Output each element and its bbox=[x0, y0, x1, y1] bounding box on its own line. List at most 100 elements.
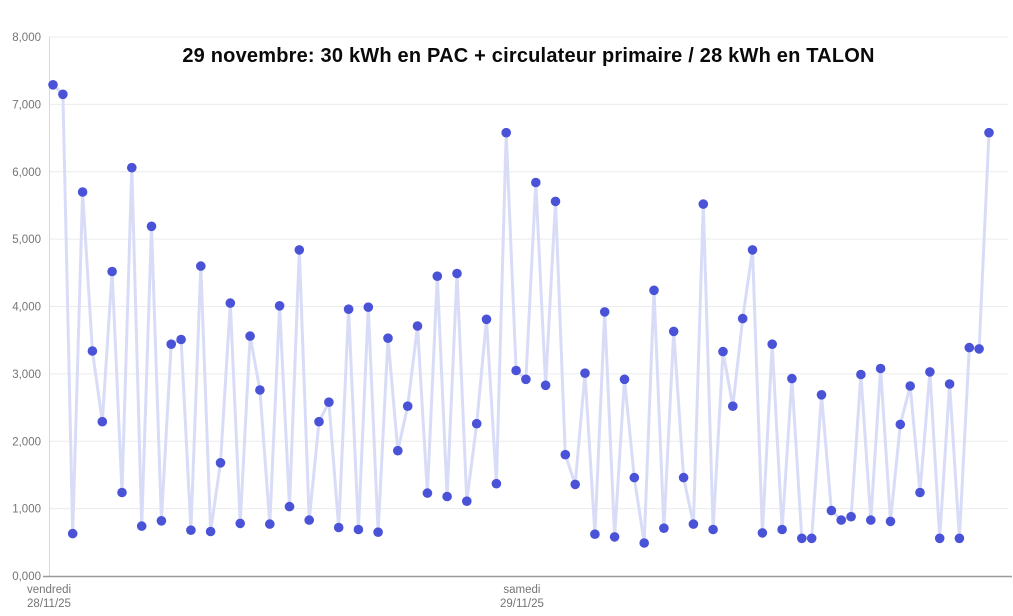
data-point[interactable] bbox=[452, 268, 462, 279]
x-tick-date: 28/11/25 bbox=[27, 598, 71, 610]
data-point[interactable] bbox=[826, 505, 837, 516]
data-point[interactable] bbox=[284, 501, 295, 512]
data-point[interactable] bbox=[58, 89, 68, 100]
data-point[interactable] bbox=[343, 304, 354, 315]
data-point[interactable] bbox=[678, 472, 689, 483]
data-point[interactable] bbox=[806, 533, 817, 544]
data-point[interactable] bbox=[747, 245, 758, 255]
data-point[interactable] bbox=[895, 419, 906, 430]
data-point[interactable] bbox=[629, 472, 640, 483]
data-point[interactable] bbox=[649, 285, 659, 296]
data-point[interactable] bbox=[659, 523, 669, 533]
data-point[interactable] bbox=[836, 515, 846, 525]
data-point[interactable] bbox=[442, 491, 452, 502]
data-point[interactable] bbox=[77, 187, 88, 197]
data-point[interactable] bbox=[196, 261, 206, 271]
data-point[interactable] bbox=[107, 266, 117, 277]
data-point[interactable] bbox=[797, 533, 807, 544]
data-point[interactable] bbox=[481, 314, 492, 325]
data-point[interactable] bbox=[186, 525, 196, 535]
data-point[interactable] bbox=[471, 418, 482, 429]
data-point[interactable] bbox=[737, 313, 748, 324]
data-point[interactable] bbox=[777, 524, 787, 535]
data-point[interactable] bbox=[599, 307, 610, 317]
data-point[interactable] bbox=[432, 271, 443, 282]
x-axis-labels: vendredi 28/11/25 samedi 29/11/25 bbox=[27, 584, 544, 610]
data-point[interactable] bbox=[590, 529, 600, 539]
data-point[interactable] bbox=[393, 445, 403, 456]
data-point[interactable] bbox=[580, 368, 590, 379]
data-point[interactable] bbox=[215, 458, 226, 468]
data-point[interactable] bbox=[501, 127, 512, 138]
data-point[interactable] bbox=[688, 519, 699, 529]
data-point[interactable] bbox=[245, 331, 255, 341]
data-point[interactable] bbox=[97, 416, 108, 427]
data-point[interactable] bbox=[205, 526, 216, 537]
data-point[interactable] bbox=[708, 524, 718, 535]
data-point[interactable] bbox=[136, 521, 147, 531]
data-point[interactable] bbox=[915, 487, 925, 498]
data-point[interactable] bbox=[787, 373, 797, 384]
data-point[interactable] bbox=[511, 365, 521, 376]
y-axis-label: 0,000 bbox=[12, 571, 41, 583]
data-point[interactable] bbox=[422, 488, 433, 498]
data-point[interactable] bbox=[166, 339, 176, 350]
data-point[interactable] bbox=[265, 519, 275, 529]
data-point[interactable] bbox=[934, 533, 945, 544]
data-point[interactable] bbox=[67, 528, 78, 539]
data-point[interactable] bbox=[570, 479, 580, 490]
data-point[interactable] bbox=[698, 199, 709, 209]
data-point[interactable] bbox=[954, 533, 965, 544]
data-point[interactable] bbox=[176, 334, 186, 345]
data-point[interactable] bbox=[816, 390, 827, 400]
data-point[interactable] bbox=[314, 416, 324, 427]
data-point[interactable] bbox=[668, 326, 679, 337]
data-point[interactable] bbox=[639, 538, 649, 548]
data-point[interactable] bbox=[521, 374, 531, 385]
data-point[interactable] bbox=[974, 344, 984, 354]
data-point[interactable] bbox=[767, 339, 777, 350]
data-point[interactable] bbox=[235, 518, 245, 529]
data-point[interactable] bbox=[324, 397, 334, 408]
data-point[interactable] bbox=[866, 515, 876, 525]
data-point[interactable] bbox=[127, 162, 137, 173]
data-point[interactable] bbox=[255, 385, 265, 395]
data-point[interactable] bbox=[905, 381, 915, 391]
data-point[interactable] bbox=[363, 302, 374, 313]
y-axis-label: 4,000 bbox=[12, 302, 41, 314]
data-point[interactable] bbox=[294, 245, 305, 255]
data-point[interactable] bbox=[619, 374, 630, 385]
data-point[interactable] bbox=[560, 449, 571, 460]
data-point[interactable] bbox=[304, 515, 315, 525]
data-point[interactable] bbox=[944, 379, 955, 389]
data-point[interactable] bbox=[333, 522, 344, 533]
data-point[interactable] bbox=[875, 363, 886, 374]
data-point[interactable] bbox=[156, 516, 167, 526]
data-point[interactable] bbox=[274, 301, 285, 311]
data-point[interactable] bbox=[550, 196, 561, 207]
data-point[interactable] bbox=[373, 527, 383, 537]
data-point[interactable] bbox=[462, 496, 472, 507]
data-point[interactable] bbox=[225, 298, 236, 308]
data-point[interactable] bbox=[728, 401, 738, 412]
data-point[interactable] bbox=[925, 367, 935, 377]
data-point[interactable] bbox=[402, 401, 413, 412]
data-point[interactable] bbox=[117, 487, 127, 498]
data-point[interactable] bbox=[885, 516, 896, 527]
data-point[interactable] bbox=[87, 346, 98, 356]
data-point[interactable] bbox=[383, 333, 393, 344]
data-point[interactable] bbox=[718, 346, 728, 357]
data-point[interactable] bbox=[531, 177, 541, 188]
data-point[interactable] bbox=[146, 221, 157, 232]
data-point[interactable] bbox=[540, 380, 551, 391]
data-point[interactable] bbox=[846, 511, 856, 522]
data-point[interactable] bbox=[984, 127, 994, 138]
data-point[interactable] bbox=[491, 478, 502, 489]
data-point[interactable] bbox=[412, 321, 423, 331]
data-point[interactable] bbox=[964, 342, 975, 353]
data-point[interactable] bbox=[609, 532, 620, 542]
data-point[interactable] bbox=[353, 524, 364, 535]
data-point[interactable] bbox=[856, 369, 866, 380]
data-point[interactable] bbox=[48, 80, 58, 90]
data-point[interactable] bbox=[757, 528, 768, 538]
